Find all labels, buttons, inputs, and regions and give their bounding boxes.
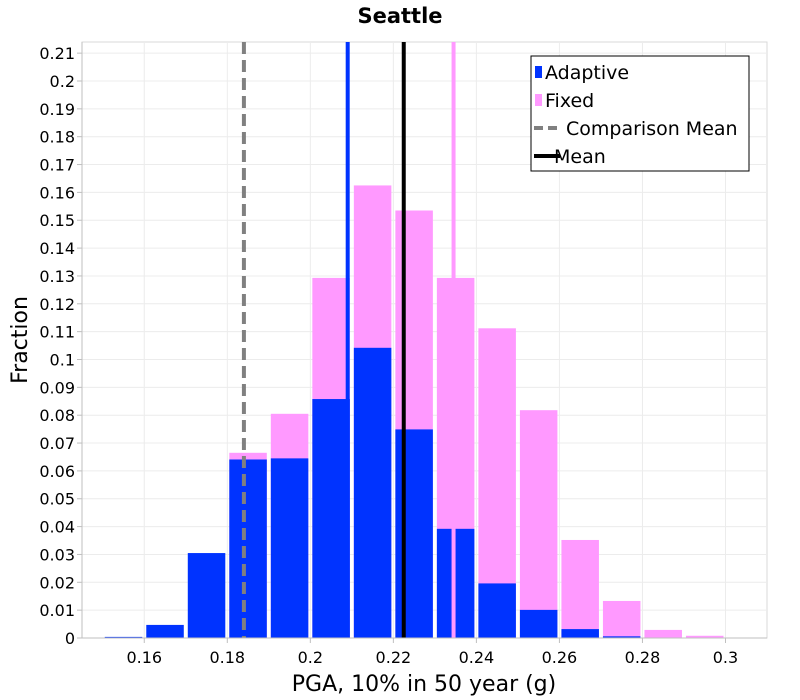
y-tick-label: 0.05: [39, 490, 75, 509]
y-tick-label: 0.1: [50, 350, 75, 369]
x-tick-label: 0.3: [713, 648, 738, 667]
y-tick-label: 0.06: [39, 462, 75, 481]
y-tick-label: 0.15: [39, 211, 75, 230]
bar-adaptive: [478, 583, 516, 638]
y-tick-label: 0.03: [39, 545, 75, 564]
x-axis: 0.16 0.18 0.2 0.22 0.24 0.26 0.28 0.3: [82, 637, 767, 667]
bar-adaptive: [436, 528, 475, 638]
x-tick-label: 0.2: [298, 648, 323, 667]
y-tick-label: 0.16: [39, 183, 75, 202]
legend-label-adaptive: Adaptive: [545, 62, 629, 84]
y-tick-label: 0.09: [39, 378, 75, 397]
x-tick-label: 0.28: [625, 648, 661, 667]
histogram-bars: [104, 185, 724, 638]
bar-adaptive: [561, 629, 599, 638]
y-tick-label: 0.01: [39, 601, 75, 620]
bar-adaptive: [104, 636, 143, 638]
legend-box: [530, 55, 750, 172]
bar-adaptive: [187, 553, 226, 638]
y-tick-label: 0.19: [39, 100, 75, 119]
legend-label-comparison-mean: Comparison Mean: [566, 118, 738, 140]
y-tick-label: 0.17: [39, 156, 75, 175]
legend-swatch-fixed: [535, 94, 542, 106]
bar-adaptive: [270, 458, 309, 638]
x-tick-label: 0.18: [209, 648, 245, 667]
bar-fixed: [519, 410, 558, 638]
y-tick-label: 0.11: [39, 323, 75, 342]
bar-fixed: [685, 635, 724, 638]
y-axis-label: Fraction: [8, 296, 33, 384]
bar-fixed: [602, 600, 641, 638]
y-tick-label: 0.02: [39, 573, 75, 592]
bar-adaptive: [519, 609, 558, 638]
legend-label-mean: Mean: [554, 146, 606, 168]
y-tick-label: 0.13: [39, 267, 75, 286]
y-axis: 0 0.01 0.02 0.03 0.04 0.05 0.06 0.07 0.08 0.09 0.1…: [39, 42, 83, 648]
mean-lines: [241, 42, 456, 638]
bar-adaptive: [353, 347, 392, 638]
bar-adaptive: [229, 459, 267, 638]
bar-fixed: [561, 539, 599, 638]
bar-adaptive: [395, 429, 433, 638]
x-tick-label: 0.16: [126, 648, 162, 667]
y-tick-label: 0.04: [39, 518, 75, 537]
bar-fixed: [644, 629, 682, 638]
x-tick-label: 0.22: [376, 648, 412, 667]
y-tick-label: 0.07: [39, 434, 75, 453]
x-axis-label: PGA, 10% in 50 year (g): [292, 672, 556, 697]
x-tick-label: 0.26: [542, 648, 578, 667]
plot-area: Adaptive Fixed Comparison Mean Mean: [81, 41, 768, 639]
chart-title: Seattle: [357, 4, 442, 28]
y-tick-label: 0: [65, 629, 75, 648]
y-tick-label: 0.21: [39, 44, 75, 63]
y-tick-label: 0.18: [39, 128, 75, 147]
x-tick-label: 0.24: [459, 648, 495, 667]
legend-label-fixed: Fixed: [545, 90, 594, 112]
bar-adaptive: [312, 399, 350, 638]
y-tick-label: 0.08: [39, 406, 75, 425]
y-tick-label: 0.2: [50, 72, 75, 91]
legend-swatch-adaptive: [535, 66, 542, 78]
bar-adaptive: [602, 636, 641, 638]
y-tick-label: 0.14: [39, 239, 75, 258]
y-tick-label: 0.12: [39, 295, 75, 314]
bar-adaptive: [146, 624, 184, 638]
legend: Adaptive Fixed Comparison Mean Mean: [530, 55, 750, 172]
